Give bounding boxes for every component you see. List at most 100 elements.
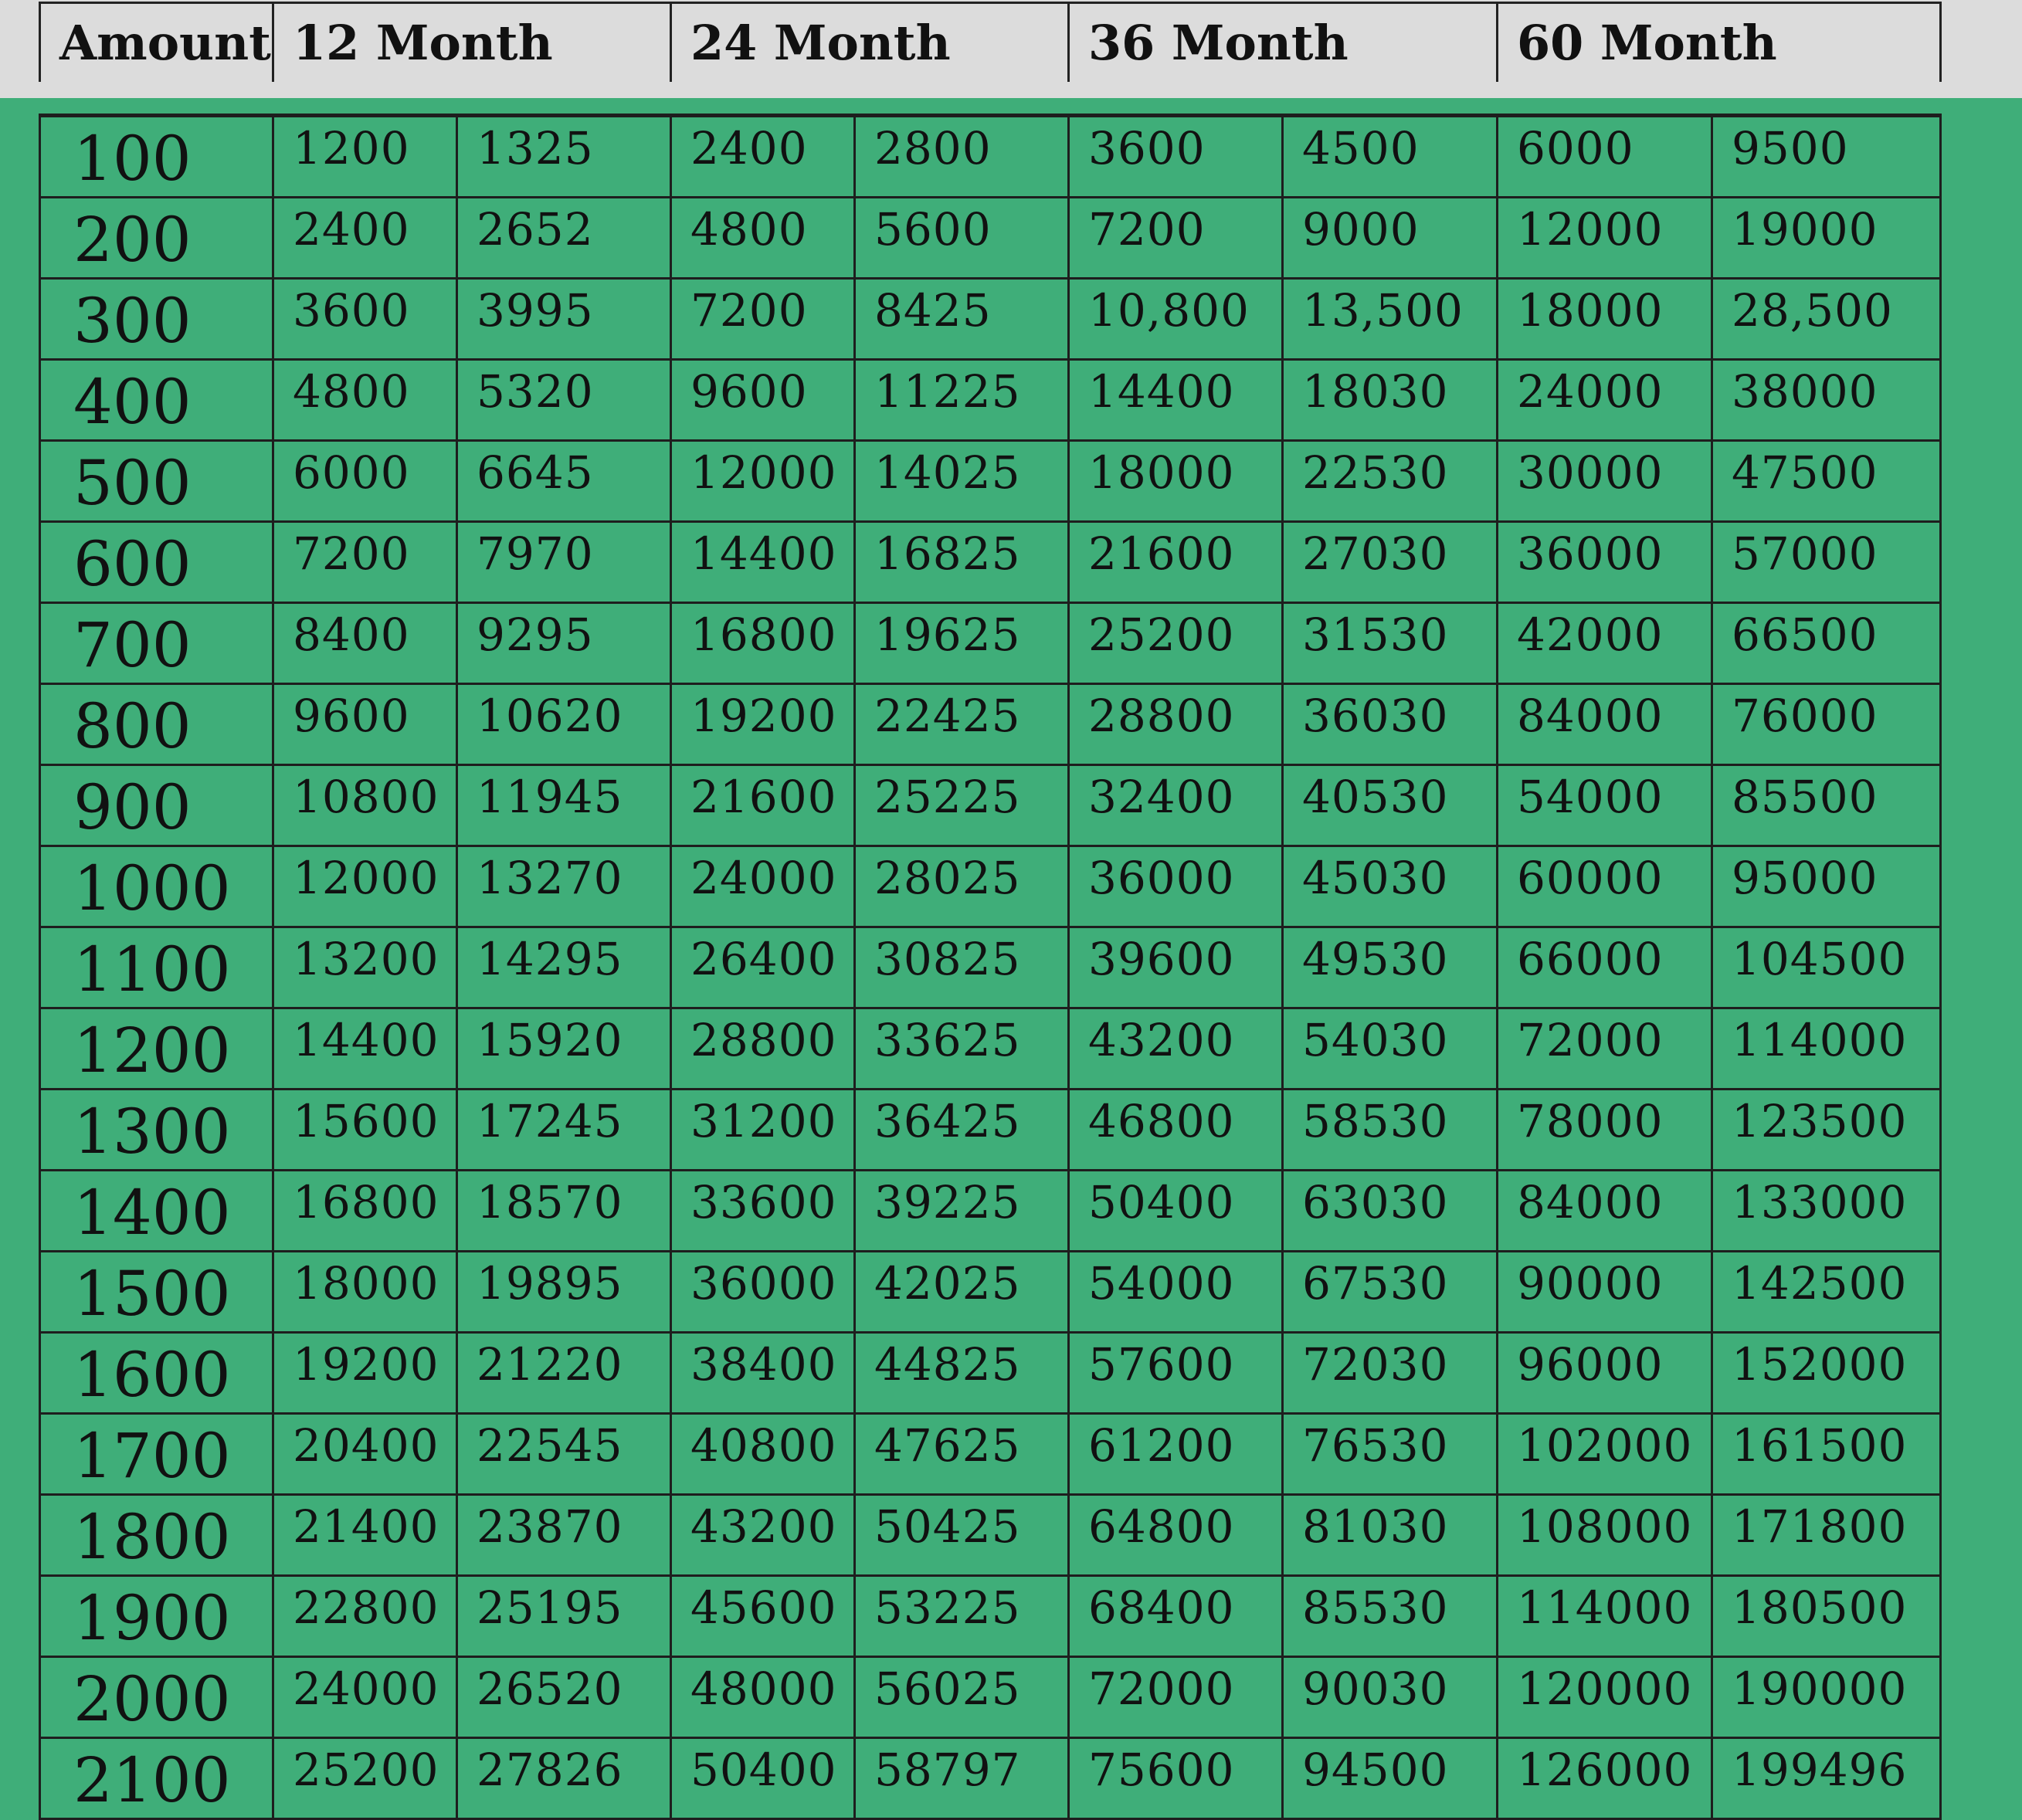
value-cell: 21600	[670, 764, 856, 847]
value-cell: 16800	[670, 602, 856, 685]
header-band: Amount 12 Month 24 Month 36 Month 60 Mon…	[0, 0, 2022, 98]
amount-cell: 900	[39, 764, 274, 847]
table-row: 1900 22800 25195 45600 53225 68400 85530 114000…	[39, 1574, 1942, 1658]
value-cell: 16825	[853, 520, 1070, 604]
header-amount: Amount	[39, 2, 274, 82]
value-cell: 142500	[1711, 1250, 1942, 1334]
header-term-36: 36 Month	[1067, 2, 1498, 82]
value-cell: 84000	[1496, 1169, 1713, 1252]
table-row: 900 10800 11945 21600 25225 32400 40530 54000 85…	[39, 764, 1942, 847]
value-cell: 18000	[272, 1250, 458, 1334]
value-cell: 199496	[1711, 1737, 1942, 1820]
value-cell: 9000	[1281, 196, 1498, 280]
header-table: Amount 12 Month 24 Month 36 Month 60 Mon…	[39, 2, 1942, 82]
value-cell: 66000	[1496, 926, 1713, 1009]
value-cell: 14400	[670, 520, 856, 604]
value-cell: 43200	[1067, 1007, 1284, 1090]
table-row: 1700 20400 22545 40800 47625 61200 76530 102000…	[39, 1412, 1942, 1496]
amount-cell: 1600	[39, 1331, 274, 1415]
amount-cell: 500	[39, 439, 274, 523]
amount-cell: 700	[39, 602, 274, 685]
value-cell: 2400	[272, 196, 458, 280]
value-cell: 13200	[272, 926, 458, 1009]
header-term-24: 24 Month	[670, 2, 1070, 82]
value-cell: 14295	[456, 926, 672, 1009]
header-term-12: 12 Month	[272, 2, 672, 82]
value-cell: 45600	[670, 1574, 856, 1658]
value-cell: 123500	[1711, 1088, 1942, 1171]
value-cell: 96000	[1496, 1331, 1713, 1415]
table-row: 1500 18000 19895 36000 42025 54000 67530 90000 1…	[39, 1250, 1942, 1334]
value-cell: 104500	[1711, 926, 1942, 1009]
value-cell: 64800	[1067, 1493, 1284, 1577]
value-cell: 68400	[1067, 1574, 1284, 1658]
value-cell: 50425	[853, 1493, 1070, 1577]
table-row: 600 7200 7970 14400 16825 21600 27030 36000 5700…	[39, 520, 1942, 604]
value-cell: 7200	[670, 277, 856, 361]
value-cell: 36000	[1496, 520, 1713, 604]
value-cell: 19000	[1711, 196, 1942, 280]
value-cell: 54000	[1496, 764, 1713, 847]
value-cell: 90000	[1496, 1250, 1713, 1334]
value-cell: 78000	[1496, 1088, 1713, 1171]
amount-cell: 1800	[39, 1493, 274, 1577]
value-cell: 3600	[272, 277, 458, 361]
value-cell: 17245	[456, 1088, 672, 1171]
value-cell: 85530	[1281, 1574, 1498, 1658]
value-cell: 161500	[1711, 1412, 1942, 1496]
value-cell: 40800	[670, 1412, 856, 1496]
value-cell: 5320	[456, 358, 672, 442]
value-cell: 58530	[1281, 1088, 1498, 1171]
value-cell: 20400	[272, 1412, 458, 1496]
value-cell: 48000	[670, 1656, 856, 1739]
value-cell: 54000	[1067, 1250, 1284, 1334]
table-row: 1000 12000 13270 24000 28025 36000 45030 60000 9…	[39, 845, 1942, 928]
value-cell: 7200	[1067, 196, 1284, 280]
value-cell: 30825	[853, 926, 1070, 1009]
table-row: 1300 15600 17245 31200 36425 46800 58530 78000 1…	[39, 1088, 1942, 1171]
value-cell: 126000	[1496, 1737, 1713, 1820]
table-row: 200 2400 2652 4800 5600 7200 9000 12000 19000	[39, 196, 1942, 280]
amount-cell: 1700	[39, 1412, 274, 1496]
value-cell: 27030	[1281, 520, 1498, 604]
value-cell: 46800	[1067, 1088, 1284, 1171]
value-cell: 63030	[1281, 1169, 1498, 1252]
header-term-60: 60 Month	[1496, 2, 1942, 82]
value-cell: 28,500	[1711, 277, 1942, 361]
value-cell: 24000	[272, 1656, 458, 1739]
value-cell: 190000	[1711, 1656, 1942, 1739]
value-cell: 4500	[1281, 114, 1498, 198]
value-cell: 1325	[456, 114, 672, 198]
value-cell: 1200	[272, 114, 458, 198]
amount-cell: 100	[39, 114, 274, 198]
value-cell: 26520	[456, 1656, 672, 1739]
value-cell: 133000	[1711, 1169, 1942, 1252]
value-cell: 11225	[853, 358, 1070, 442]
value-cell: 81030	[1281, 1493, 1498, 1577]
value-cell: 14400	[1067, 358, 1284, 442]
value-cell: 10,800	[1067, 277, 1284, 361]
value-cell: 14400	[272, 1007, 458, 1090]
value-cell: 19200	[670, 683, 856, 766]
value-cell: 53225	[853, 1574, 1070, 1658]
value-cell: 42000	[1496, 602, 1713, 685]
value-cell: 47625	[853, 1412, 1070, 1496]
value-cell: 18570	[456, 1169, 672, 1252]
value-cell: 38000	[1711, 358, 1942, 442]
value-cell: 44825	[853, 1331, 1070, 1415]
value-cell: 32400	[1067, 764, 1284, 847]
table-row: 800 9600 10620 19200 22425 28800 36030 84000 760…	[39, 683, 1942, 766]
table-row: 2100 25200 27826 50400 58797 75600 94500 126000…	[39, 1737, 1942, 1820]
value-cell: 45030	[1281, 845, 1498, 928]
value-cell: 90030	[1281, 1656, 1498, 1739]
amount-cell: 1500	[39, 1250, 274, 1334]
value-cell: 114000	[1496, 1574, 1713, 1658]
value-cell: 6000	[1496, 114, 1713, 198]
amount-cell: 300	[39, 277, 274, 361]
value-cell: 6000	[272, 439, 458, 523]
value-cell: 22530	[1281, 439, 1498, 523]
table-body: 100 1200 1325 2400 2800 3600 4500 6000 9500 200 24…	[39, 114, 1942, 1820]
value-cell: 22800	[272, 1574, 458, 1658]
value-cell: 5600	[853, 196, 1070, 280]
table-row: 2000 24000 26520 48000 56025 72000 90030 120000…	[39, 1656, 1942, 1739]
